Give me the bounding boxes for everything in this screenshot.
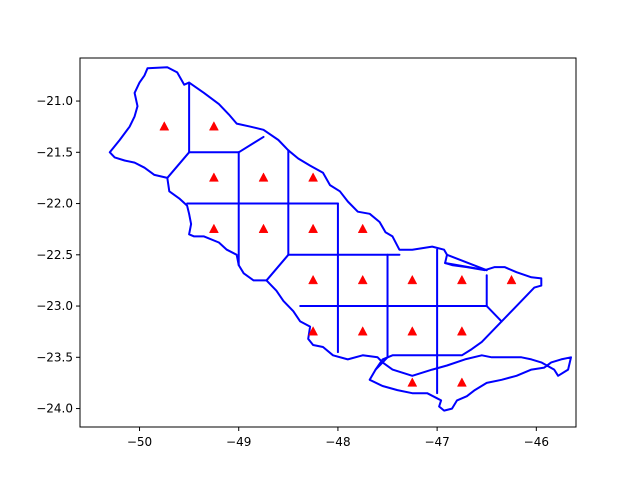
region-boundary xyxy=(108,66,572,412)
data-point-triangle xyxy=(357,326,368,336)
data-point-triangle xyxy=(308,172,319,182)
y-tick-label: −21.0 xyxy=(36,94,73,108)
data-point-triangle xyxy=(456,326,467,336)
y-tick-label: −22.5 xyxy=(36,248,73,262)
boundary-outline xyxy=(108,66,572,412)
data-point-triangle xyxy=(159,121,170,131)
x-tick-label: −48 xyxy=(325,435,350,449)
data-point-triangle xyxy=(456,377,467,387)
x-tick-label: −50 xyxy=(127,435,152,449)
cell-border-line xyxy=(446,253,488,272)
data-point-triangle xyxy=(407,326,418,336)
y-tick-label: −22.0 xyxy=(36,197,73,211)
x-tick-label: −46 xyxy=(524,435,549,449)
data-point-triangle xyxy=(357,223,368,233)
data-point-triangle xyxy=(208,121,219,131)
axes-frame xyxy=(79,57,577,428)
y-tick-label: −23.5 xyxy=(36,350,73,364)
x-tick-label: −47 xyxy=(424,435,449,449)
cell-grid-lines xyxy=(166,81,503,395)
data-point-triangle xyxy=(208,223,219,233)
data-point-triangle xyxy=(308,223,319,233)
data-point-triangle xyxy=(258,172,269,182)
station-points xyxy=(159,121,517,387)
y-axis-ticks: −21.0 −21.5 −22.0 −22.5 −23.0 −23.5 −24.0 xyxy=(36,94,80,416)
y-tick-label: −23.0 xyxy=(36,299,73,313)
data-point-triangle xyxy=(407,377,418,387)
data-point-triangle xyxy=(308,326,319,336)
cell-border-line xyxy=(166,151,191,179)
data-point-triangle xyxy=(357,274,368,285)
data-point-triangle xyxy=(506,274,517,285)
cell-border-line xyxy=(374,356,389,371)
cell-border-line xyxy=(485,305,503,323)
data-point-triangle xyxy=(308,274,319,285)
x-axis-ticks: −50 −49 −48 −47 −46 xyxy=(127,427,549,449)
cell-border-line xyxy=(444,262,488,272)
y-tick-label: −21.5 xyxy=(36,145,73,159)
cell-border-line xyxy=(237,135,265,154)
cell-border-line xyxy=(265,253,290,282)
data-point-triangle xyxy=(208,172,219,182)
x-tick-label: −49 xyxy=(226,435,251,449)
data-point-triangle xyxy=(407,274,418,285)
data-point-triangle xyxy=(258,223,269,233)
y-tick-label: −24.0 xyxy=(36,402,73,416)
data-point-triangle xyxy=(456,274,467,285)
